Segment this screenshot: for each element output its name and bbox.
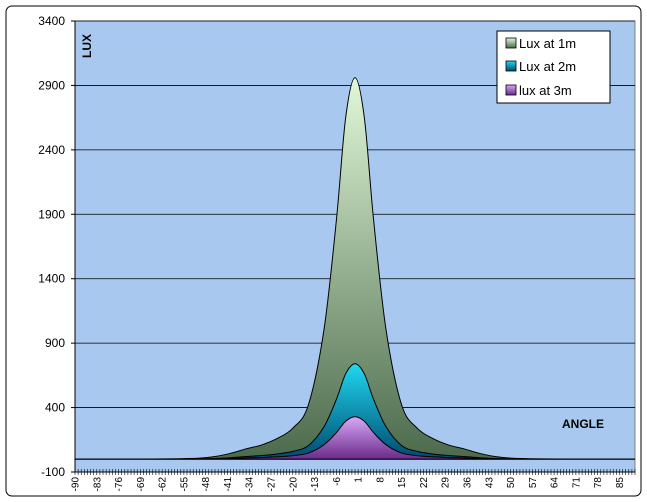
y-axis-title: LUX — [80, 34, 94, 58]
x-tick-label: 22 — [419, 477, 430, 489]
x-tick-label: -27 — [267, 477, 278, 492]
y-tick-label: -100 — [41, 465, 65, 479]
x-tick-label: 57 — [528, 477, 539, 489]
x-tick-label: -62 — [158, 477, 169, 492]
x-tick-label: 29 — [441, 477, 452, 489]
x-tick-label: -48 — [201, 477, 212, 492]
legend-swatch-lux-1m — [505, 37, 517, 49]
y-tick-label: 1900 — [38, 207, 65, 221]
x-tick-label: -55 — [179, 477, 190, 492]
x-tick-label: -69 — [136, 477, 147, 492]
x-tick-label: 36 — [463, 477, 474, 489]
x-tick-label: -20 — [288, 477, 299, 492]
legend: Lux at 1m Lux at 2m lux at 3m — [496, 30, 611, 104]
y-tick-label: 900 — [45, 336, 65, 350]
y-tick-label: 1400 — [38, 272, 65, 286]
series-areas — [75, 77, 635, 460]
legend-swatch-lux-3m — [505, 84, 517, 96]
x-tick-label: -41 — [223, 477, 234, 492]
y-tick-label: 2400 — [38, 143, 65, 157]
x-tick-label: 64 — [550, 477, 561, 489]
x-tick-label: 50 — [506, 477, 517, 489]
legend-swatch-lux-2m — [505, 60, 517, 72]
x-tick-label: 8 — [375, 477, 386, 483]
x-tick-label: -6 — [332, 477, 343, 486]
y-tick-label: 2900 — [38, 78, 65, 92]
x-tick-label: 1 — [354, 477, 365, 483]
y-tick-label: 400 — [45, 401, 65, 415]
x-tick-label: 78 — [593, 477, 604, 489]
x-tick-label: 71 — [571, 477, 582, 489]
legend-label-lux-1m: Lux at 1m — [519, 36, 576, 51]
series-area-1 — [75, 77, 635, 460]
x-tick-label: -76 — [114, 477, 125, 492]
x-tick-label: 15 — [397, 477, 408, 489]
legend-label-lux-3m: lux at 3m — [519, 83, 572, 98]
x-tick-label: 43 — [484, 477, 495, 489]
x-tick-label: -13 — [310, 477, 321, 492]
x-tick-label: -34 — [245, 477, 256, 492]
series-area-3 — [75, 416, 635, 460]
legend-label-lux-2m: Lux at 2m — [519, 59, 576, 74]
y-tick-label: 3400 — [38, 14, 65, 28]
x-tick-label: -83 — [92, 477, 103, 492]
x-tick-label: 85 — [615, 477, 626, 489]
x-axis-title: ANGLE — [562, 417, 604, 431]
x-tick-label: -90 — [71, 477, 82, 492]
